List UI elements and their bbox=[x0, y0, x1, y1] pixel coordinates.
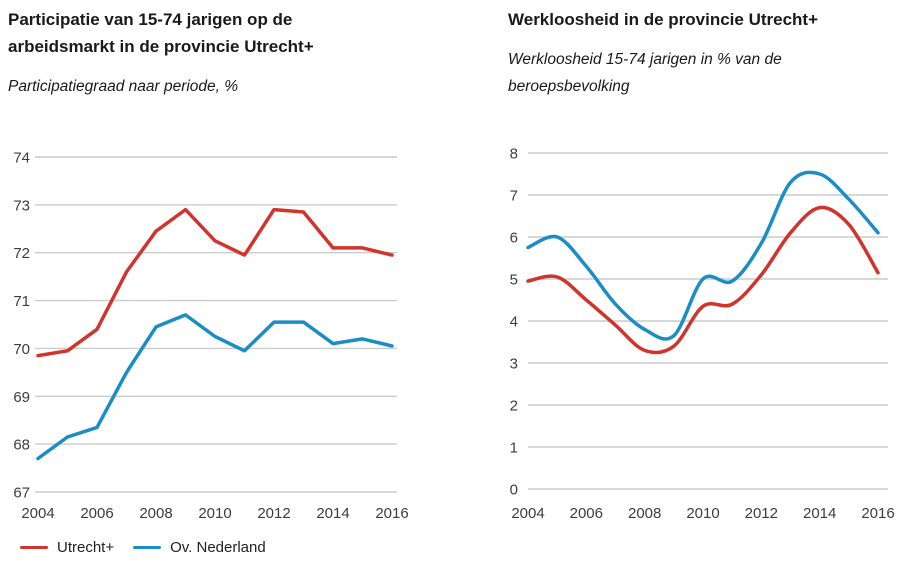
y-tick-label-72: 72 bbox=[13, 245, 30, 262]
series-line-ov-nederland bbox=[36, 313, 394, 461]
y-tick-label-71: 71 bbox=[13, 293, 30, 310]
series-line-utrecht- bbox=[526, 205, 880, 355]
utrecht-line-swatch bbox=[20, 545, 48, 550]
y-tick-label-74: 74 bbox=[13, 150, 30, 167]
y-tick-label-1: 1 bbox=[510, 440, 518, 457]
y-tick-label-69: 69 bbox=[13, 389, 30, 406]
unemployment-chart-header: Werkloosheid in de provincie Utrecht+ We… bbox=[508, 6, 856, 100]
y-tick-label-67: 67 bbox=[13, 485, 30, 502]
unemployment-line-chart: 0 1 2 3 4 5 6 7 8 2004 2006 2008 2010 2012 2014 2016 bbox=[510, 146, 895, 523]
y-tick-label-6: 6 bbox=[510, 230, 518, 247]
participation-line-chart: 67 68 69 70 71 72 73 74 2004 2006 2008 2010 2012 2014… bbox=[13, 150, 408, 523]
y-tick-label-7: 7 bbox=[510, 188, 518, 205]
x-tick-label-2008: 2008 bbox=[628, 505, 661, 522]
unemployment-chart-subtitle: Werkloosheid 15-74 jarigen in % van de b… bbox=[508, 51, 782, 96]
x-tick-label-2012: 2012 bbox=[745, 505, 778, 522]
y-tick-label-68: 68 bbox=[13, 437, 30, 454]
x-tick-label-2006: 2006 bbox=[80, 505, 113, 522]
participation-chart-subtitle: Participatiegraad naar periode, % bbox=[8, 78, 239, 96]
legend-label-ov-nederland: Ov. Nederland bbox=[170, 539, 266, 556]
legend-item-utrecht: Utrecht+ bbox=[20, 540, 114, 555]
y-tick-label-2: 2 bbox=[510, 398, 518, 415]
y-tick-label-3: 3 bbox=[510, 356, 518, 373]
chart-legend: Utrecht+ Ov. Nederland bbox=[20, 540, 266, 555]
x-tick-label-2014: 2014 bbox=[803, 505, 836, 522]
y-tick-label-5: 5 bbox=[510, 272, 518, 289]
y-tick-label-73: 73 bbox=[13, 197, 30, 214]
x-tick-label-2016: 2016 bbox=[861, 505, 894, 522]
x-tick-label-2004: 2004 bbox=[21, 505, 54, 522]
legend-item-ov-nederland: Ov. Nederland bbox=[133, 540, 266, 555]
x-tick-label-2004: 2004 bbox=[511, 505, 544, 522]
legend-label-utrecht: Utrecht+ bbox=[57, 539, 115, 556]
series-line-ov-nederland bbox=[526, 170, 880, 341]
ov-nederland-line-swatch bbox=[133, 545, 162, 550]
y-tick-label-4: 4 bbox=[510, 314, 518, 331]
participation-chart-title: Participatie van 15-74 jarigen op de arb… bbox=[8, 10, 314, 57]
x-tick-label-2014: 2014 bbox=[316, 505, 349, 522]
series-line-utrecht- bbox=[36, 207, 394, 358]
x-tick-label-2012: 2012 bbox=[257, 505, 290, 522]
x-tick-label-2016: 2016 bbox=[375, 505, 408, 522]
participation-chart-header: Participatie van 15-74 jarigen op de arb… bbox=[8, 6, 370, 101]
x-tick-label-2010: 2010 bbox=[686, 505, 719, 522]
x-tick-label-2006: 2006 bbox=[570, 505, 603, 522]
x-tick-label-2010: 2010 bbox=[198, 505, 231, 522]
y-tick-label-0: 0 bbox=[510, 482, 518, 499]
y-tick-label-8: 8 bbox=[510, 146, 518, 163]
y-tick-label-70: 70 bbox=[13, 341, 30, 358]
unemployment-chart-title: Werkloosheid in de provincie Utrecht+ bbox=[508, 10, 819, 29]
x-tick-label-2008: 2008 bbox=[139, 505, 172, 522]
